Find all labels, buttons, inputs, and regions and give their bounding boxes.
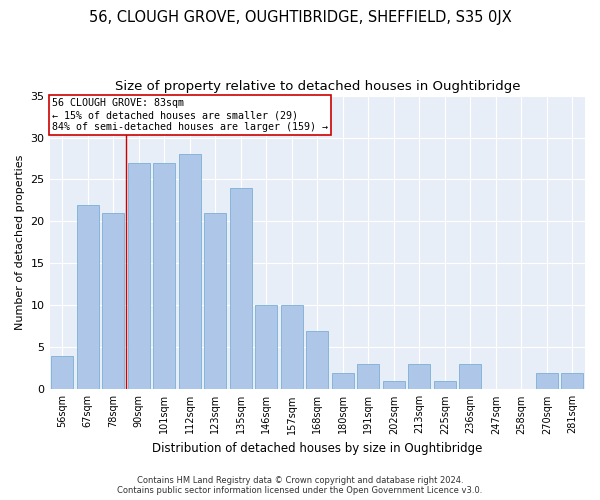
Bar <box>460 364 481 390</box>
Bar <box>154 162 175 390</box>
Text: 56 CLOUGH GROVE: 83sqm
← 15% of detached houses are smaller (29)
84% of semi-det: 56 CLOUGH GROVE: 83sqm ← 15% of detached… <box>52 98 328 132</box>
Bar <box>307 330 328 390</box>
Y-axis label: Number of detached properties: Number of detached properties <box>15 154 25 330</box>
Bar <box>434 381 455 390</box>
Bar <box>205 213 226 390</box>
Text: 56, CLOUGH GROVE, OUGHTIBRIDGE, SHEFFIELD, S35 0JX: 56, CLOUGH GROVE, OUGHTIBRIDGE, SHEFFIEL… <box>89 10 511 25</box>
Bar <box>409 364 430 390</box>
X-axis label: Distribution of detached houses by size in Oughtibridge: Distribution of detached houses by size … <box>152 442 482 455</box>
Bar <box>77 204 98 390</box>
Bar <box>358 364 379 390</box>
Bar <box>281 306 302 390</box>
Bar <box>383 381 404 390</box>
Text: Contains HM Land Registry data © Crown copyright and database right 2024.
Contai: Contains HM Land Registry data © Crown c… <box>118 476 482 495</box>
Bar <box>52 356 73 390</box>
Bar <box>128 162 149 390</box>
Bar <box>179 154 200 390</box>
Bar <box>562 372 583 390</box>
Bar <box>536 372 557 390</box>
Title: Size of property relative to detached houses in Oughtibridge: Size of property relative to detached ho… <box>115 80 520 93</box>
Bar <box>103 213 124 390</box>
Bar <box>256 306 277 390</box>
Bar <box>230 188 251 390</box>
Bar <box>332 372 353 390</box>
